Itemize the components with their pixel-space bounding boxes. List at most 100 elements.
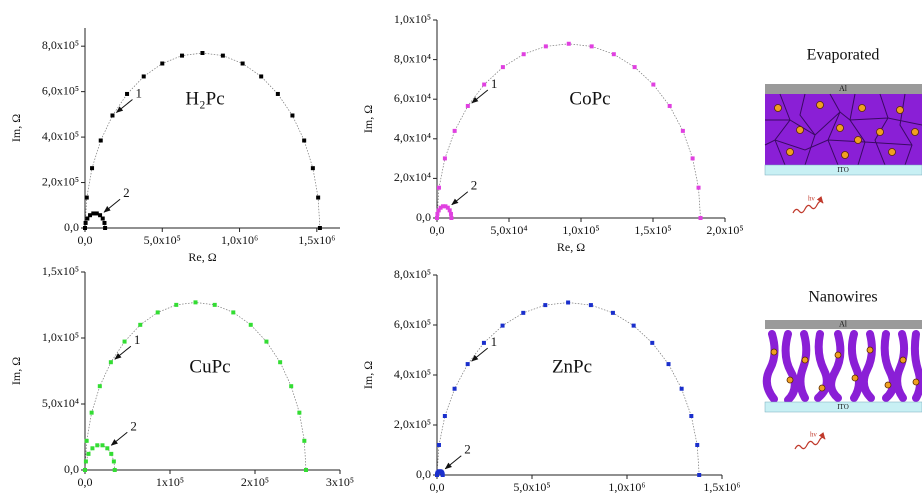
data-point	[651, 82, 656, 87]
y-tick-label: 0,0	[64, 462, 79, 476]
data-point	[588, 303, 593, 308]
charges	[770, 346, 920, 392]
y-axis-label: Im, Ω	[361, 105, 375, 133]
data-point	[436, 208, 441, 213]
y-tick-label: 0,0	[416, 210, 431, 224]
data-point	[110, 113, 115, 118]
chart-title: H₂Pc	[185, 88, 224, 109]
data-point	[521, 52, 526, 57]
y-axis-label: Im, Ω	[361, 361, 375, 389]
series-line	[436, 302, 700, 476]
annotation-arrow	[114, 345, 132, 360]
data-point	[90, 446, 95, 451]
al-layer	[765, 84, 922, 94]
data-point	[650, 340, 655, 345]
series-annotation: 1	[135, 85, 142, 100]
annotation-arrow	[110, 431, 128, 446]
light-label: hν	[808, 195, 815, 203]
data-point	[259, 74, 264, 79]
diagram-title: Nanowires	[808, 289, 877, 306]
data-point	[212, 302, 217, 307]
x-tick-label: 2x10⁵	[241, 475, 269, 489]
data-point	[95, 443, 100, 448]
y-axis-label: Im, Ω	[9, 114, 23, 142]
data-point	[86, 451, 91, 456]
al-layer	[765, 320, 922, 329]
ito-layer	[764, 401, 922, 413]
x-tick-label: 1,5x10⁶	[703, 480, 740, 494]
data-point	[90, 166, 95, 171]
ito-label: ITO	[837, 403, 849, 411]
data-point	[436, 185, 441, 190]
wires	[762, 330, 922, 404]
data-point	[435, 216, 439, 220]
data-point	[248, 322, 253, 327]
data-point	[125, 91, 130, 96]
y-tick-label: 2,0x10⁵	[42, 174, 79, 188]
data-point	[289, 384, 294, 389]
data-point	[97, 384, 102, 389]
y-tick-label: 0,0	[64, 220, 79, 234]
data-point	[696, 185, 701, 190]
series-line	[84, 213, 106, 229]
data-point	[102, 220, 107, 225]
y-tick-label: 6,0x10⁵	[394, 317, 431, 331]
data-point	[310, 166, 315, 171]
x-tick-label: 0,0	[430, 223, 445, 237]
data-point	[610, 310, 615, 315]
data-point	[83, 459, 88, 464]
data-point	[302, 138, 307, 143]
y-tick-label: 1,5x10⁵	[42, 264, 79, 278]
x-tick-label: 1,0x10⁶	[608, 480, 645, 494]
data-point	[100, 216, 105, 221]
data-point	[83, 220, 88, 225]
data-point	[85, 216, 90, 221]
x-tick-label: 5,0x10⁴	[490, 223, 527, 237]
data-point	[667, 103, 672, 108]
light-arrow	[792, 196, 824, 214]
x-tick-label: 5,0x10⁵	[513, 480, 550, 494]
data-point	[445, 205, 450, 210]
al-label: Al	[839, 319, 848, 328]
data-point	[94, 211, 99, 216]
x-tick-label: 1,5x10⁵	[634, 223, 671, 237]
data-point	[100, 443, 105, 448]
y-tick-label: 8,0x10⁵	[394, 267, 431, 281]
data-point	[317, 226, 322, 230]
data-point	[589, 44, 594, 49]
data-point	[448, 211, 453, 216]
series-line	[84, 302, 307, 471]
data-point	[543, 303, 548, 308]
series-line	[84, 444, 116, 471]
data-point	[452, 128, 457, 133]
al-label: Al	[839, 84, 848, 93]
data-point	[240, 61, 245, 66]
data-point	[443, 204, 448, 209]
data-point	[275, 91, 280, 96]
data-point	[465, 362, 470, 367]
data-point	[231, 310, 236, 315]
series-annotation: 1	[491, 334, 498, 349]
y-tick-label: 8,0x10⁵	[42, 38, 79, 52]
x-axis-label: Re, Ω	[188, 250, 216, 264]
annotation-arrow	[471, 89, 489, 104]
data-point	[680, 128, 685, 133]
data-point	[438, 205, 443, 210]
data-point	[440, 204, 445, 209]
data-point	[447, 208, 452, 213]
chart: 0,0 5,0x10⁵ 1,0x10⁶ 1,5x10⁶ 0,0 2,0x10⁵ 4,0x10…	[9, 28, 340, 264]
data-point	[174, 302, 179, 307]
data-point	[155, 310, 160, 315]
data-point	[566, 300, 571, 305]
data-point	[304, 468, 308, 472]
ito-layer	[764, 164, 922, 176]
x-tick-label: 0,0	[430, 480, 445, 494]
data-point	[302, 438, 307, 443]
y-tick-label: 6,0x10⁴	[394, 91, 431, 105]
data-point	[566, 41, 571, 46]
data-point	[98, 213, 103, 218]
y-tick-label: 4,0x10⁵	[394, 367, 431, 381]
data-point	[278, 360, 283, 365]
data-point	[264, 339, 269, 344]
chart-title: CoPc	[569, 88, 610, 109]
